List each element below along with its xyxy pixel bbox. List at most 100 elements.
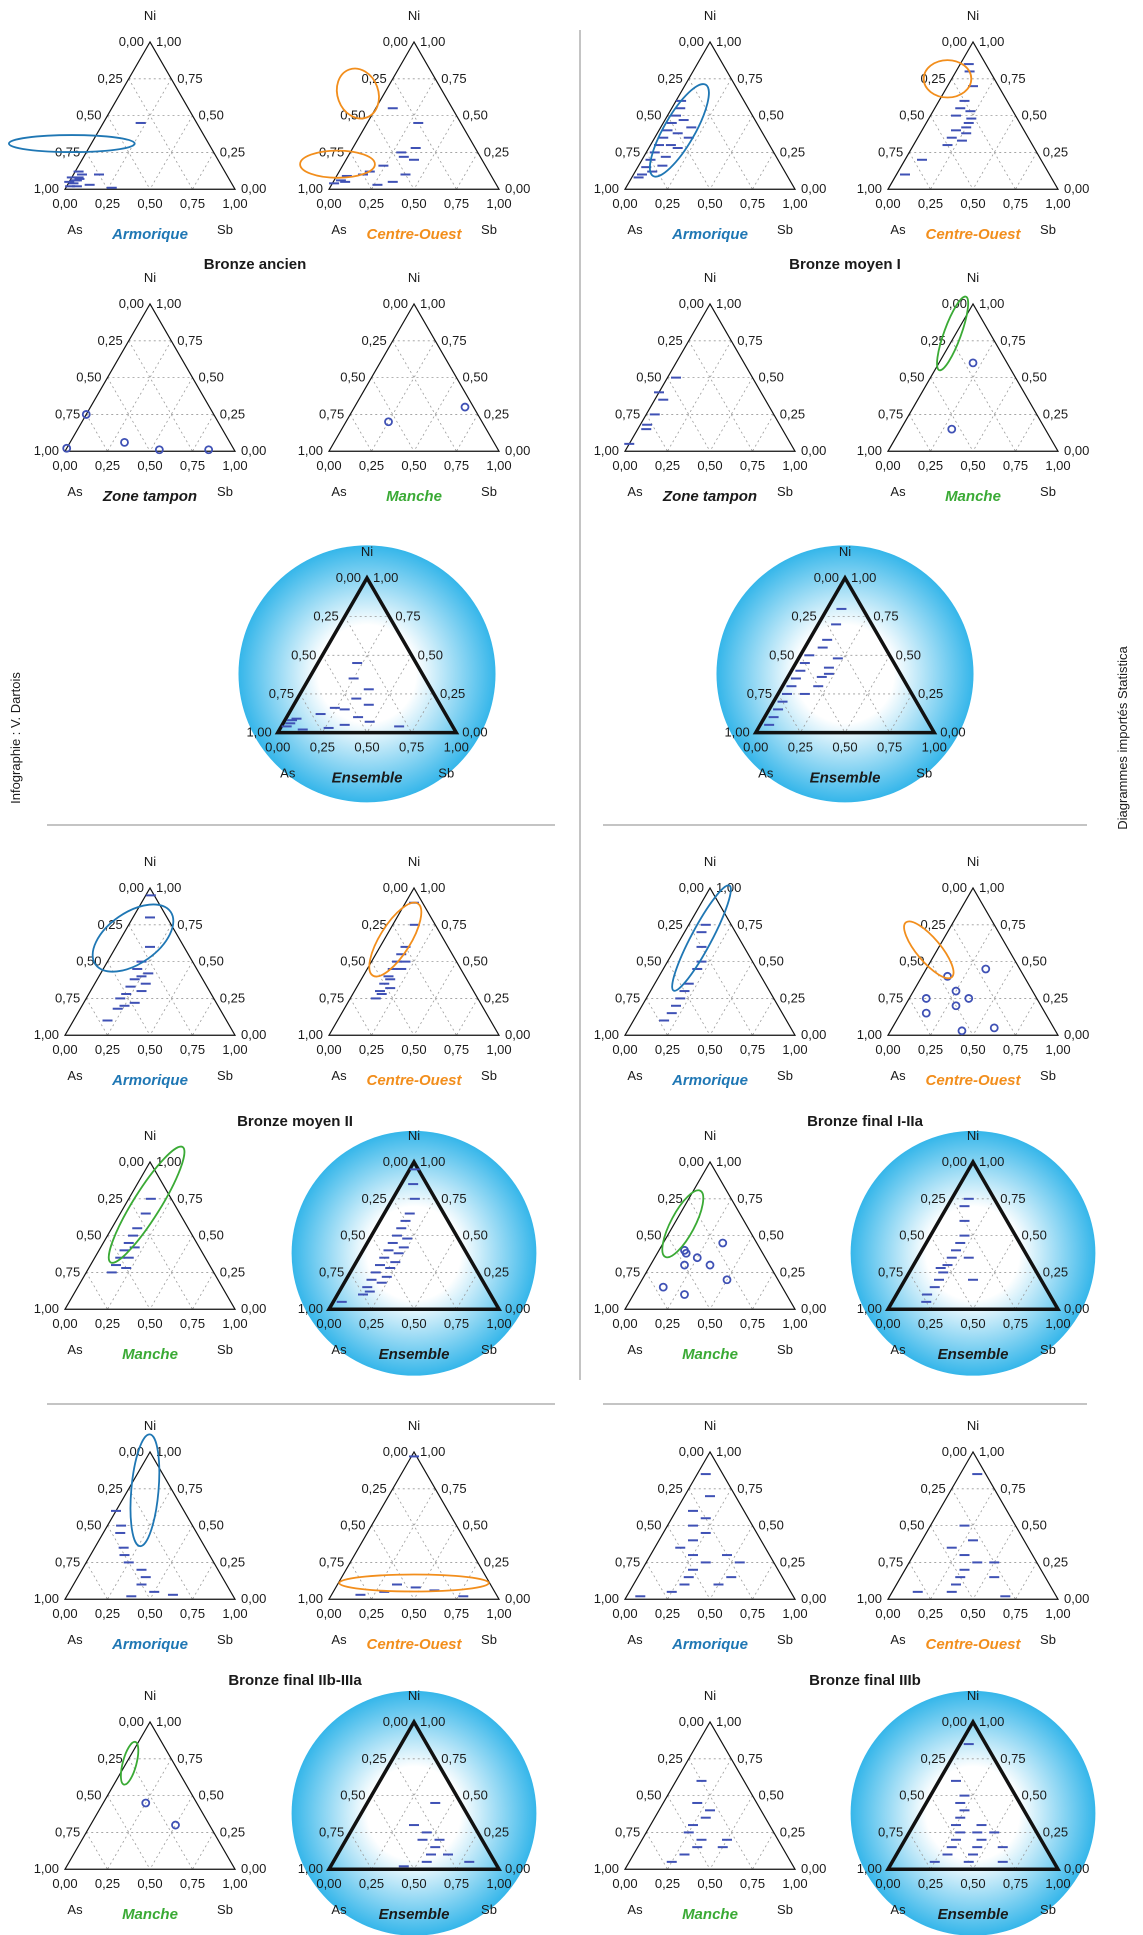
cluster-ellipse [368, 901, 423, 978]
tick-label-left: 0,00 [679, 1154, 704, 1169]
tick-label-right: 0,00 [801, 1301, 826, 1316]
region-title: Centre-Ouest [925, 1072, 1021, 1089]
tick-label-left: 0,75 [319, 1824, 344, 1839]
tick-label-left: 0,25 [97, 1191, 122, 1206]
tick-label-bottom: 0,50 [137, 1606, 162, 1621]
tick-label-bottom: 0,00 [265, 740, 290, 755]
grid-line [344, 616, 412, 733]
tick-label-right: 0,75 [441, 333, 466, 348]
tick-label-bottom: 1,00 [1045, 196, 1070, 211]
grid-line [85, 1562, 108, 1600]
vertex-label-as: As [331, 1902, 347, 1917]
tick-label-right: 0,25 [220, 1824, 245, 1839]
vertex-label-sb: Sb [1040, 1902, 1056, 1917]
tick-label-left: 0,25 [920, 71, 945, 86]
tick-label-right: 1,00 [156, 34, 181, 49]
data-point [921, 994, 931, 1003]
tick-label-right: 0,25 [1043, 406, 1068, 421]
tick-label-right: 0,00 [1064, 1027, 1089, 1042]
grid-line [667, 1758, 732, 1870]
vertex-label-sb: Sb [916, 766, 932, 781]
vertex-label-sb: Sb [1040, 484, 1056, 499]
tick-label-bottom: 1,00 [222, 1606, 247, 1621]
vertex-label-ni: Ni [704, 1688, 716, 1703]
tick-label-right: 0,75 [441, 1191, 466, 1206]
vertex-label-ni: Ni [967, 1128, 979, 1143]
ternary-plot: 0,00 1,000,000,25 0,750,250,50 0,500,500,75… [594, 1418, 827, 1653]
grid-line [822, 616, 890, 733]
tick-label-bottom: 0,25 [918, 1316, 943, 1331]
tick-label-right: 0,75 [1000, 71, 1025, 86]
tick-label-left: 0,50 [340, 1228, 365, 1243]
grid-line [107, 340, 172, 452]
grid-line [349, 1562, 372, 1600]
tick-label-bottom: 0,50 [960, 1876, 985, 1891]
tick-label-right: 0,00 [940, 725, 965, 740]
tick-label-bottom: 0,75 [444, 1606, 469, 1621]
tick-label-right: 0,50 [418, 647, 443, 662]
grid-line [908, 1272, 931, 1310]
glow-background [716, 545, 974, 803]
cluster-ellipse [8, 134, 136, 153]
grid-line [85, 414, 108, 452]
vertex-label-as: As [331, 222, 347, 237]
region-title: Ensemble [379, 1906, 450, 1923]
triangle-frame [623, 886, 797, 1036]
tick-label-bottom: 0,75 [1003, 1876, 1028, 1891]
tick-label-bottom: 0,75 [1003, 196, 1028, 211]
tick-label-right: 0,00 [1064, 1861, 1089, 1876]
tick-label-left: 0,25 [313, 609, 338, 624]
triangle-frame [274, 574, 460, 735]
tick-label-bottom: 0,00 [612, 458, 637, 473]
grid-line [752, 998, 775, 1036]
grid-line [709, 961, 753, 1036]
grid-line [371, 924, 436, 1036]
triangle-frame [623, 1720, 797, 1870]
tick-label-right: 1,00 [979, 1714, 1004, 1729]
grid-line [149, 1235, 193, 1310]
grid-line [128, 924, 193, 1036]
cluster-ellipse [903, 920, 955, 980]
tick-label-left: 0,50 [291, 647, 316, 662]
vertex-label-sb: Sb [481, 1342, 497, 1357]
grid-line [392, 1488, 457, 1600]
grid-line [128, 78, 193, 190]
vertex-label-sb: Sb [1040, 1632, 1056, 1647]
tick-label-bottom: 0,25 [655, 458, 680, 473]
triangle-frame [327, 302, 501, 452]
tick-label-right: 0,50 [1022, 370, 1047, 385]
tick-label-right: 1,00 [156, 1444, 181, 1459]
region-title: Armorique [111, 1636, 188, 1653]
grid-line [930, 1525, 974, 1600]
grid-line [752, 152, 775, 190]
tick-label-right: 1,00 [420, 296, 445, 311]
grid-line [688, 924, 753, 1036]
vertex-label-sb: Sb [1040, 1068, 1056, 1083]
tick-label-left: 0,25 [920, 1481, 945, 1496]
region-title: Manche [122, 1906, 178, 1923]
grid-line [930, 1488, 995, 1600]
grid-line [667, 377, 711, 452]
grid-line [645, 1272, 668, 1310]
tick-label-bottom: 0,50 [137, 458, 162, 473]
tick-label-right: 1,00 [716, 296, 741, 311]
tick-label-bottom: 0,25 [95, 1042, 120, 1057]
tick-label-bottom: 0,75 [740, 1316, 765, 1331]
data-point [680, 1260, 689, 1270]
ternary-plot: 0,00 1,000,000,25 0,750,250,50 0,500,500,75… [857, 270, 1090, 505]
tick-label-right: 0,25 [1043, 1264, 1068, 1279]
credit-infographie: Infographie : V. Dartois [8, 672, 23, 804]
tick-label-bottom: 0,00 [612, 1042, 637, 1057]
tick-label-left: 1,00 [724, 725, 749, 740]
tick-label-bottom: 0,50 [960, 458, 985, 473]
ternary-plot: 0,00 1,000,000,25 0,750,250,50 0,500,500,75… [238, 544, 496, 803]
data-point [951, 1001, 961, 1011]
vertex-label-as: As [67, 484, 83, 499]
tick-label-left: 0,75 [878, 144, 903, 159]
cluster-ellipse [119, 1740, 140, 1786]
region-title: Manche [386, 488, 442, 505]
tick-label-left: 1,00 [298, 181, 323, 196]
tick-label-left: 0,75 [319, 1554, 344, 1569]
tick-label-right: 0,75 [177, 1481, 202, 1496]
region-title: Manche [945, 488, 1001, 505]
